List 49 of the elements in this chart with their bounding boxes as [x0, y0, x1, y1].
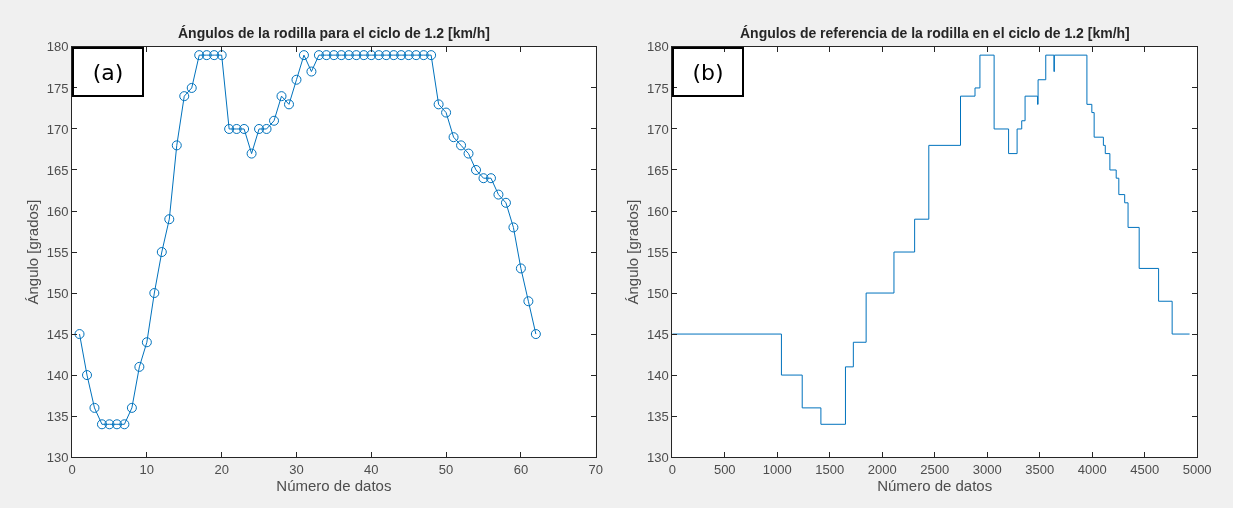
x-tick-label: 60: [513, 461, 529, 477]
x-tick-label: 30: [289, 461, 304, 477]
y-tick-label: 140: [46, 367, 69, 383]
y-tick-label: 135: [646, 408, 669, 424]
x-tick-label: 4500: [1130, 461, 1160, 477]
x-tick-label: 0: [668, 461, 676, 477]
x-tick-label: 2000: [867, 461, 897, 477]
y-tick-label: 170: [46, 121, 69, 137]
y-tick-label: 180: [46, 39, 69, 55]
y-tick-label: 135: [46, 408, 69, 424]
y-tick-label: 180: [646, 39, 669, 55]
y-tick-label: 145: [46, 326, 69, 342]
x-tick-label: 5000: [1182, 461, 1212, 477]
x-tick-label: 10: [139, 461, 155, 477]
y-tick-label: 175: [646, 80, 669, 96]
x-tick-label: 2500: [920, 461, 950, 477]
x-tick-label: 50: [438, 461, 454, 477]
x-tick-label: 1500: [815, 461, 845, 477]
y-tick-label: 150: [646, 285, 669, 301]
x-tick-label: 1000: [762, 461, 792, 477]
y-tick-label: 130: [46, 449, 69, 465]
chart-title: Ángulos de la rodilla para el ciclo de 1.2 [km/h]: [178, 25, 490, 41]
chart-title: Ángulos de referencia de la rodilla en el ciclo de 1.2 [km/h]: [740, 25, 1130, 41]
x-tick-label: 500: [713, 461, 736, 477]
x-tick-label: 3000: [972, 461, 1002, 477]
y-tick-label: 160: [46, 203, 69, 219]
y-tick-label: 140: [646, 367, 669, 383]
x-tick-label: 3500: [1025, 461, 1055, 477]
y-tick-label: 130: [646, 449, 669, 465]
x-axis-title: Número de datos: [276, 476, 392, 494]
x-tick-label: 0: [68, 461, 76, 477]
y-tick-label: 170: [646, 121, 669, 137]
y-tick-label: 155: [46, 244, 69, 260]
y-tick-label: 150: [46, 285, 69, 301]
x-tick-label: 4000: [1077, 461, 1107, 477]
annotation: (b): [692, 59, 724, 85]
y-tick-label: 145: [646, 326, 669, 342]
x-tick-label: 70: [588, 461, 603, 477]
y-axis-title: Ángulo [grados]: [624, 199, 642, 305]
x-tick-label: 20: [214, 461, 229, 477]
y-tick-label: 155: [646, 244, 669, 260]
x-axis-title: Número de datos: [877, 476, 993, 494]
y-tick-label: 160: [646, 203, 669, 219]
annotation: (a): [92, 59, 124, 85]
y-tick-label: 165: [646, 162, 669, 178]
y-tick-label: 165: [46, 162, 69, 178]
y-axis-title: Ángulo [grados]: [23, 199, 41, 305]
x-tick-label: 40: [364, 461, 379, 477]
y-tick-label: 175: [46, 80, 69, 96]
